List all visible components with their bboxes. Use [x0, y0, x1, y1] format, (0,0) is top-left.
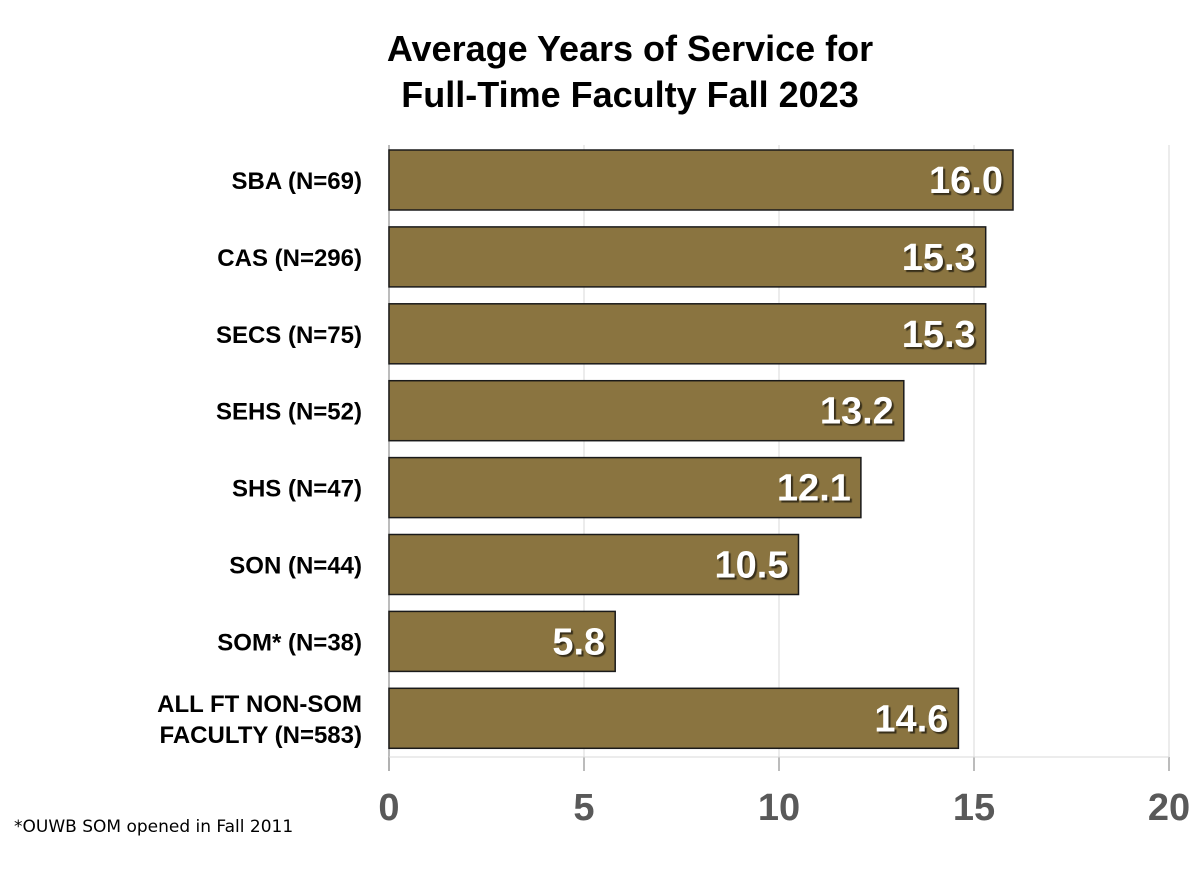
- chart-title-line-2: Full-Time Faculty Fall 2023: [401, 74, 859, 115]
- bar: [388, 610, 616, 673]
- category-label: CAS (N=296): [217, 245, 362, 272]
- data-label: 15.3: [902, 314, 976, 356]
- category-label: FACULTY (N=583): [160, 722, 363, 749]
- category-label: SBA (N=69): [232, 168, 362, 195]
- bar: [388, 149, 1014, 211]
- footnote: *OUWB SOM opened in Fall 2011: [14, 817, 294, 837]
- bar: [388, 226, 987, 288]
- data-label: 10.5: [715, 545, 789, 587]
- bar: [388, 456, 862, 519]
- x-tick-label: 15: [953, 787, 995, 829]
- chart-title-line-1: Average Years of Service for: [386, 28, 874, 69]
- data-label: 14.6: [874, 698, 948, 740]
- category-label: SECS (N=75): [216, 322, 362, 349]
- data-label: 16.0: [929, 160, 1003, 202]
- x-tick-label: 0: [378, 787, 399, 829]
- x-tick-label: 20: [1148, 787, 1190, 829]
- category-label: SHS (N=47): [232, 476, 362, 503]
- x-tick-label: 5: [573, 787, 594, 829]
- bar: [388, 303, 987, 365]
- data-label: 13.2: [820, 391, 894, 433]
- category-label: SEHS (N=52): [216, 399, 362, 426]
- bar: [388, 687, 960, 750]
- x-tick-label: 10: [758, 787, 800, 829]
- category-label: SON (N=44): [229, 553, 362, 580]
- bar: [388, 379, 905, 442]
- data-label: 15.3: [902, 237, 976, 279]
- category-label: SOM* (N=38): [217, 629, 362, 656]
- data-label: 12.1: [777, 468, 851, 510]
- bar: [388, 533, 800, 596]
- category-label: ALL FT NON-SOM: [157, 691, 362, 718]
- chart-title: Average Years of Service for Full-Time F…: [250, 26, 1010, 118]
- data-label: 5.8: [552, 621, 605, 663]
